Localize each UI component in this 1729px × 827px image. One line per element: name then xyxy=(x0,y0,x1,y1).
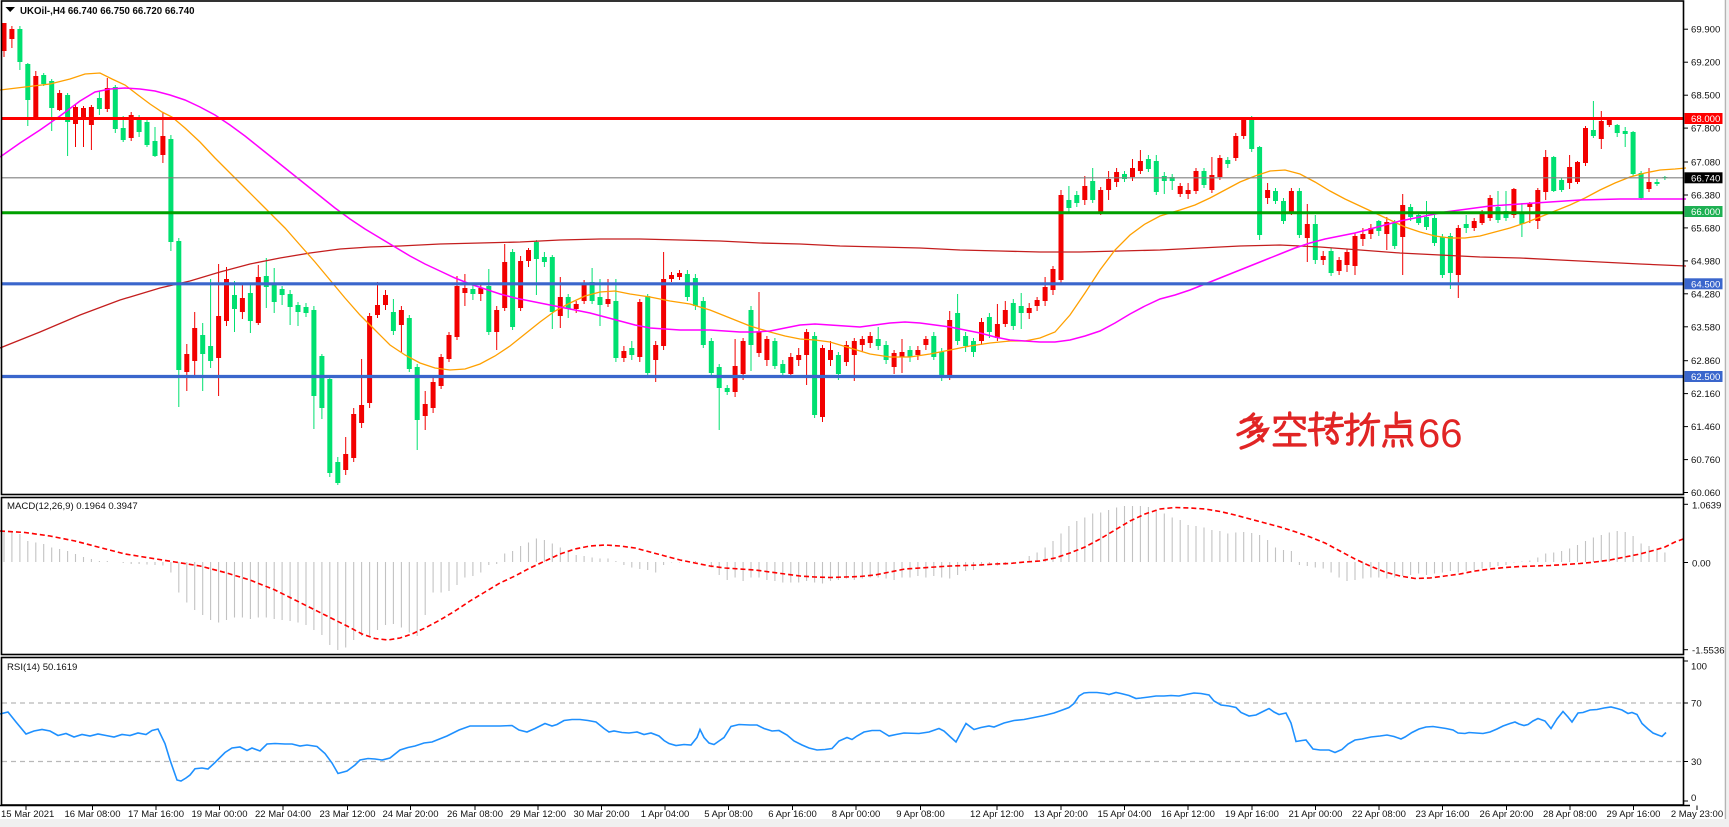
svg-text:8 Apr 00:00: 8 Apr 00:00 xyxy=(832,809,881,820)
svg-text:29 Apr 16:00: 29 Apr 16:00 xyxy=(1607,809,1661,820)
svg-text:6 Apr 16:00: 6 Apr 16:00 xyxy=(768,809,817,820)
svg-text:62.500: 62.500 xyxy=(1691,372,1720,383)
svg-text:RSI(14) 50.1619: RSI(14) 50.1619 xyxy=(7,662,77,673)
svg-text:0.00: 0.00 xyxy=(1692,559,1711,570)
svg-text:21 Apr 00:00: 21 Apr 00:00 xyxy=(1289,809,1343,820)
svg-text:28 Apr 08:00: 28 Apr 08:00 xyxy=(1543,809,1597,820)
svg-text:19 Mar 00:00: 19 Mar 00:00 xyxy=(192,809,248,820)
svg-text:2 May 23:00: 2 May 23:00 xyxy=(1671,809,1723,820)
svg-text:63.580: 63.580 xyxy=(1691,322,1720,333)
svg-text:69.900: 69.900 xyxy=(1691,25,1720,36)
svg-text:15 Apr 04:00: 15 Apr 04:00 xyxy=(1098,809,1152,820)
svg-text:64.980: 64.980 xyxy=(1691,256,1720,267)
svg-text:23 Apr 16:00: 23 Apr 16:00 xyxy=(1416,809,1470,820)
svg-text:68.000: 68.000 xyxy=(1691,114,1720,125)
svg-text:60.060: 60.060 xyxy=(1691,488,1720,499)
svg-text:66.380: 66.380 xyxy=(1691,191,1720,202)
svg-text:26 Mar 08:00: 26 Mar 08:00 xyxy=(447,809,503,820)
svg-text:100: 100 xyxy=(1691,662,1707,673)
svg-text:UKOil-,H4 66.740 66.750 66.72: UKOil-,H4 66.740 66.750 66.720 66.740 xyxy=(20,6,195,17)
svg-text:60.760: 60.760 xyxy=(1691,455,1720,466)
svg-text:66.740: 66.740 xyxy=(1691,173,1720,184)
svg-text:22 Apr 08:00: 22 Apr 08:00 xyxy=(1352,809,1406,820)
svg-text:23 Mar 12:00: 23 Mar 12:00 xyxy=(320,809,376,820)
svg-text:15 Mar 2021: 15 Mar 2021 xyxy=(1,809,54,820)
svg-text:29 Mar 12:00: 29 Mar 12:00 xyxy=(510,809,566,820)
svg-text:64.500: 64.500 xyxy=(1691,279,1720,290)
svg-text:0: 0 xyxy=(1691,793,1696,804)
svg-text:69.200: 69.200 xyxy=(1691,58,1720,69)
svg-text:-1.5536: -1.5536 xyxy=(1692,646,1725,657)
svg-text:61.460: 61.460 xyxy=(1691,422,1720,433)
svg-text:26 Apr 20:00: 26 Apr 20:00 xyxy=(1480,809,1534,820)
svg-text:24 Mar 20:00: 24 Mar 20:00 xyxy=(383,809,439,820)
svg-text:16 Mar 08:00: 16 Mar 08:00 xyxy=(65,809,121,820)
svg-text:67.800: 67.800 xyxy=(1691,124,1720,135)
svg-text:65.680: 65.680 xyxy=(1691,223,1720,234)
svg-text:MACD(12,26,9) 0.1964 0.3947: MACD(12,26,9) 0.1964 0.3947 xyxy=(7,501,138,512)
svg-text:5 Apr 08:00: 5 Apr 08:00 xyxy=(704,809,753,820)
svg-text:1 Apr 04:00: 1 Apr 04:00 xyxy=(641,809,690,820)
svg-text:19 Apr 16:00: 19 Apr 16:00 xyxy=(1225,809,1279,820)
svg-text:66.000: 66.000 xyxy=(1691,207,1720,218)
svg-text:1.0639: 1.0639 xyxy=(1692,500,1721,511)
svg-text:30: 30 xyxy=(1691,757,1702,768)
svg-text:13 Apr 20:00: 13 Apr 20:00 xyxy=(1034,809,1088,820)
svg-text:62.160: 62.160 xyxy=(1691,389,1720,400)
svg-text:9 Apr 08:00: 9 Apr 08:00 xyxy=(896,809,945,820)
svg-text:12 Apr 12:00: 12 Apr 12:00 xyxy=(970,809,1024,820)
svg-text:67.080: 67.080 xyxy=(1691,158,1720,169)
svg-text:30 Mar 20:00: 30 Mar 20:00 xyxy=(574,809,630,820)
svg-text:17 Mar 16:00: 17 Mar 16:00 xyxy=(128,809,184,820)
svg-text:64.280: 64.280 xyxy=(1691,289,1720,300)
svg-text:62.860: 62.860 xyxy=(1691,356,1720,367)
svg-text:16 Apr 12:00: 16 Apr 12:00 xyxy=(1161,809,1215,820)
svg-text:22 Mar 04:00: 22 Mar 04:00 xyxy=(255,809,311,820)
svg-text:68.500: 68.500 xyxy=(1691,91,1720,102)
svg-text:66: 66 xyxy=(1418,412,1463,456)
svg-text:70: 70 xyxy=(1691,699,1702,710)
